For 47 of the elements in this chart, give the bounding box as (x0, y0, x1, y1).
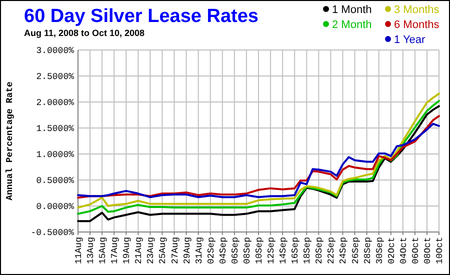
x-tick-label: 13Aug (86, 237, 96, 264)
chart-title: 60 Day Silver Lease Rates (24, 6, 258, 27)
legend-label: 1 Month (332, 4, 372, 16)
y-tick-label: 0.0000% (36, 202, 75, 212)
x-tick-label: 02Sep (206, 237, 216, 264)
x-tick-label: 02Oct (386, 237, 397, 264)
x-tick-label: 20Sep (314, 237, 325, 264)
x-tick-label: 30Sep (374, 237, 385, 264)
x-tick-label: 14Sep (278, 237, 289, 264)
legend-label: 3 Months (394, 4, 440, 16)
x-tick-label: 28Sep (362, 237, 373, 264)
y-tick-label: 2.0000% (36, 98, 75, 108)
x-tick-label: 04Sep (218, 237, 228, 264)
x-tick-label: 18Sep (302, 237, 313, 264)
x-tick-label: 10Oct (435, 237, 445, 264)
x-tick-label: 23Aug (146, 237, 156, 264)
x-tick-label: 15Aug (98, 237, 108, 264)
x-tick-label: 12Sep (266, 237, 277, 264)
x-tick-label: 04Oct (398, 237, 409, 264)
x-tick-label: 11Aug (74, 237, 84, 264)
x-tick-label: 29Aug (182, 237, 192, 264)
legend-label: 6 Months (394, 19, 440, 31)
y-tick-label: 1.0000% (36, 150, 75, 160)
x-tick-label: 10Sep (254, 237, 264, 264)
x-tick-label: 25Aug (158, 237, 168, 264)
chart-subtitle: Aug 11, 2008 to Oct 10, 2008 (24, 28, 145, 38)
x-tick-label: 16Sep (290, 237, 301, 264)
x-tick-label: 08Sep (242, 237, 252, 264)
legend-label: 2 Month (332, 19, 372, 31)
y-axis-title: Annual Percentage Rate (5, 82, 15, 200)
x-tick-label: 17Aug (110, 237, 120, 264)
x-tick-label: 27Aug (170, 237, 180, 264)
x-tick-label: 24Sep (338, 237, 349, 264)
x-tick-label: 06Oct (410, 237, 421, 264)
x-tick-label: 21Aug (134, 237, 144, 264)
x-tick-label: 26Sep (350, 237, 361, 264)
x-tick-label: 22Sep (326, 237, 337, 264)
y-tick-label: -0.5000% (30, 228, 75, 238)
x-tick-label: 08Oct (422, 237, 433, 264)
legend-label: 1 Year (394, 34, 426, 46)
x-tick-label: 19Aug (122, 237, 132, 264)
y-tick-label: 2.5000% (36, 72, 75, 82)
y-tick-label: 0.5000% (36, 176, 75, 186)
y-tick-label: 1.5000% (36, 124, 75, 134)
x-tick-label: 06Sep (230, 237, 240, 264)
y-tick-label: 3.0000% (36, 46, 75, 56)
x-tick-label: 31Aug (194, 237, 204, 264)
